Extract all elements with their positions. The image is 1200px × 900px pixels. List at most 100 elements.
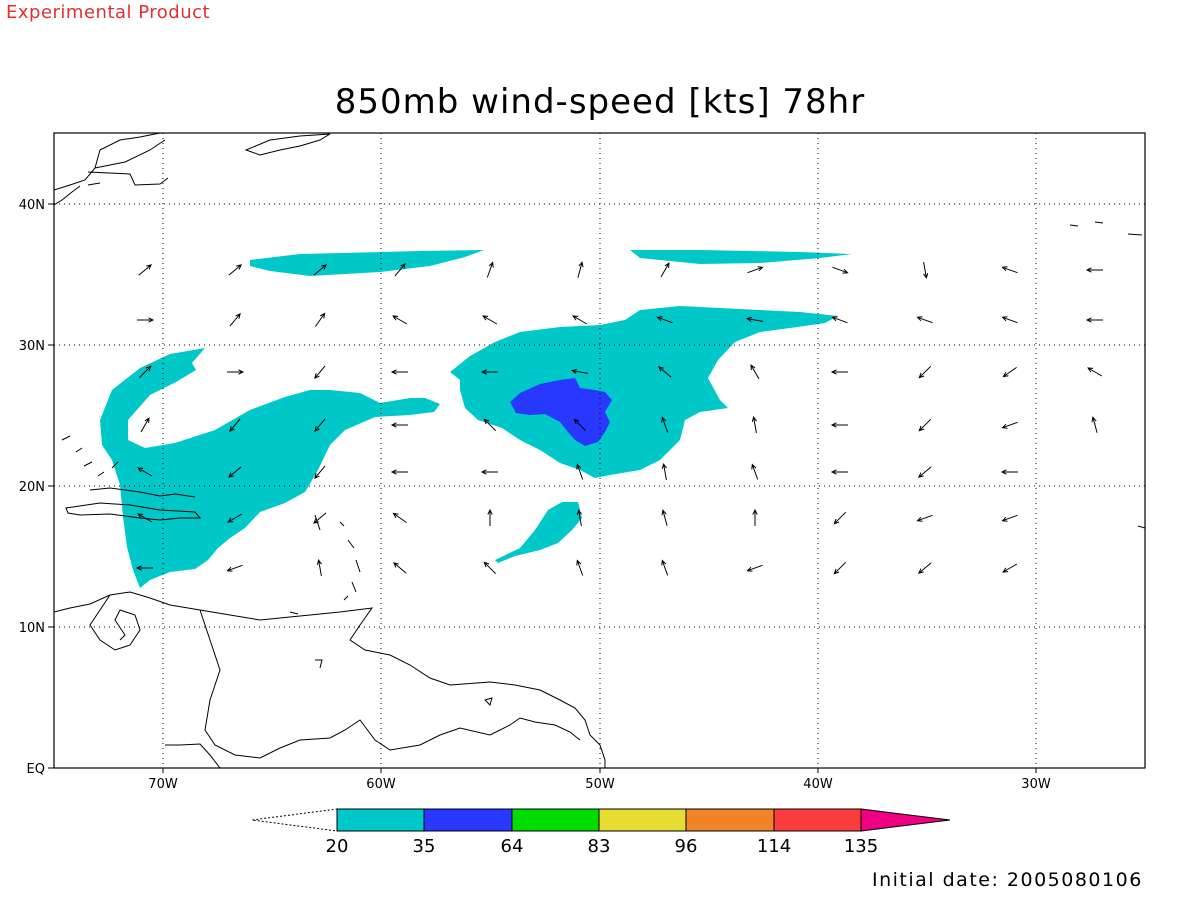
shade-region-west-swirl [100,348,440,588]
wind-vector-arrow [137,317,155,323]
colorbar-swatch-114 [773,808,862,832]
coast-south-america [54,591,606,768]
colorbar: 20 35 64 83 96 114 135 [251,808,951,857]
wind-vector-arrow [833,561,847,575]
lat-label-40n: 40N [19,198,45,213]
wind-vector-arrow [830,469,848,475]
windspeed-shading-35-64 [510,378,612,446]
wind-vector-arrow [576,508,582,526]
wind-vector-arrow [392,315,408,325]
wind-vector-arrow [1085,267,1103,273]
wind-vector-arrow [393,562,407,574]
lat-label-20n: 20N [19,480,45,495]
wind-vector-arrow [394,263,406,277]
wind-vector-arrow [227,369,245,375]
colorbar-swatch-83 [598,808,687,832]
wind-vector-arrow [1001,514,1018,522]
wind-vector-arrow [916,514,933,522]
wind-vector-arrow [661,416,669,433]
wind-vector-arrow [1002,563,1018,573]
lat-label-30n: 30N [19,339,45,354]
wind-vector-arrow [1087,367,1103,377]
colorbar-label-114: 114 [757,836,791,857]
wind-vector-arrow [661,509,668,526]
coast-greater-antilles [65,487,202,521]
wind-vector-arrow [572,315,588,325]
axis-ticks [48,203,1037,773]
wind-vector-arrow [480,369,498,375]
wind-vector-arrow [918,466,932,478]
grid-lines [54,133,1145,768]
lat-label-eq: EQ [27,762,45,777]
wind-vector-arrow [314,465,326,479]
wind-vector-arrow [1002,366,1017,378]
wind-vector-arrow [229,418,241,432]
wind-vector-arrow [135,565,153,571]
wind-vector-arrow [1001,421,1018,429]
wind-vector-arrow [314,312,326,327]
wind-vector-arrow [1091,416,1098,433]
lon-label-40w: 40W [803,777,833,792]
wind-vector-arrow [226,564,243,572]
wind-vector-arrow [750,364,760,380]
wind-vector-arrow [483,561,497,575]
colorbar-label-135: 135 [844,836,878,857]
wind-vector-arrow [1085,317,1103,323]
shade-region-south-streak [495,502,582,563]
lat-labels: 40N 30N 20N 10N EQ [19,198,45,777]
colorbar-label-96: 96 [675,836,698,857]
wind-vector-arrow [480,469,498,475]
wind-vector-arrow [833,511,847,525]
wind-vector-arrow [745,316,763,322]
wind-vector-arrow [390,369,408,375]
wind-vector-arrow [923,262,929,280]
wind-vector-arrow [487,508,493,526]
wind-vector-arrow [138,264,152,276]
wind-vector-arrow [483,418,497,432]
wind-vector-arrow [390,469,408,475]
wind-vector-arrow [916,316,933,324]
wind-vector-arrow [830,422,848,428]
map-area [54,133,1145,768]
lon-label-50w: 50W [585,777,615,792]
experimental-product-label: Experimental Product [6,2,211,23]
wind-vector-arrow [918,365,932,379]
shade-region-north-band [250,250,484,276]
lon-label-70w: 70W [148,777,178,792]
wind-vector-arrow [661,462,667,480]
wind-vector-arrow [661,559,669,576]
shade-region-northeast-band [630,250,852,264]
wind-vector-arrow [570,368,588,374]
wind-vector-arrow [316,558,322,576]
wind-vector-arrow [918,418,932,432]
lat-label-10n: 10N [19,621,45,636]
wind-vector-arrow [1001,266,1018,274]
lon-labels: 70W 60W 50W 40W 30W [148,777,1051,792]
wind-vector-arrow [746,564,763,572]
wind-vector-arrow [137,513,153,523]
coast-lesser-antilles [314,514,361,601]
wind-vector-arrow [138,365,152,379]
wind-vector-arrow [751,463,759,480]
wind-vector-arrow [660,262,670,278]
lon-label-30w: 30W [1021,777,1051,792]
wind-vector-arrow [918,562,932,574]
initial-date-label: Initial date: 2005080106 [872,869,1143,891]
colorbar-swatch-96 [685,808,775,832]
wind-vectors [135,261,1103,576]
shade-region-central-system [450,306,838,478]
coast-bahamas [61,435,119,477]
colorbar-label-83: 83 [588,836,611,857]
wind-vector-arrow [137,467,153,477]
coast-small-islands [289,221,1145,706]
wind-vector-arrow [1000,469,1018,475]
wind-vector-arrow [830,369,848,375]
wind-vector-arrow [752,508,758,526]
wind-vector-arrow [751,415,757,433]
wind-vector-arrow [228,466,242,478]
wind-vector-arrow [313,512,327,524]
wind-vector-arrow [577,261,584,278]
wind-vector-arrow [573,418,587,432]
colorbar-label-20: 20 [326,836,349,857]
